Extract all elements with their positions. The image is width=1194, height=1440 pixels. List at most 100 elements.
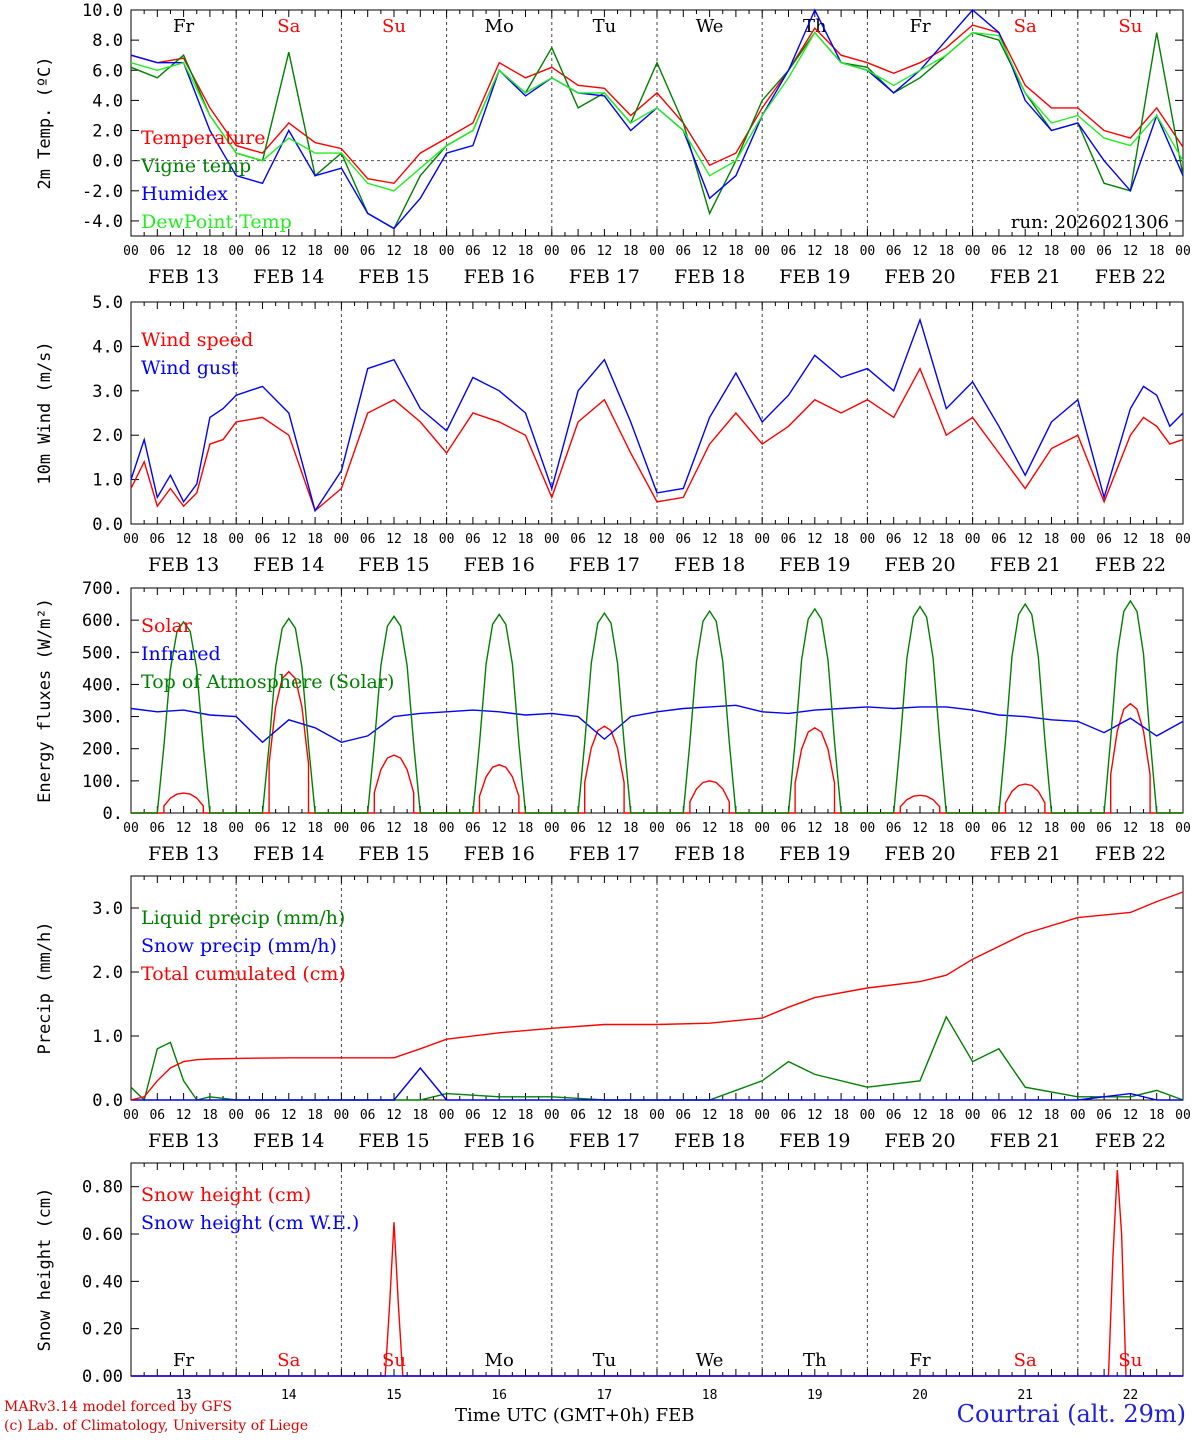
y-axis-label: 10m Wind (m/s)	[35, 341, 55, 484]
hour-tick-label: 06	[255, 532, 271, 547]
hour-tick-label: 18	[307, 821, 323, 836]
date-label: FEB 13	[148, 1130, 219, 1152]
hour-tick-label: 12	[1123, 244, 1139, 259]
date-label: FEB 19	[779, 1130, 850, 1152]
hour-tick-label: 18	[412, 532, 428, 547]
day-name-label: Mo	[485, 1350, 514, 1371]
y-tick-label: 1.0	[92, 1027, 123, 1047]
hour-tick-label: 00	[1070, 532, 1086, 547]
hour-tick-label: 06	[570, 821, 586, 836]
model-label: MARv3.14 model forced by GFS	[4, 1399, 233, 1415]
hour-tick-label: 00	[228, 532, 244, 547]
hour-tick-label: 12	[386, 821, 402, 836]
day-number-label: 14	[281, 1388, 297, 1403]
hour-tick-label: 12	[1123, 532, 1139, 547]
day-name-label: Sa	[277, 16, 300, 37]
date-label: FEB 15	[358, 843, 429, 865]
hour-tick-label: 06	[360, 1108, 376, 1123]
date-label: FEB 16	[464, 1130, 535, 1152]
y-axis-label: 2m Temp. (ºC)	[35, 56, 55, 189]
date-label: FEB 14	[253, 266, 324, 288]
y-tick-label: 300.	[82, 708, 123, 728]
y-tick-label: 700.	[82, 579, 123, 599]
hour-tick-label: 12	[702, 1108, 718, 1123]
run-label: run: 2026021306	[1011, 212, 1169, 233]
hour-tick-label: 18	[307, 532, 323, 547]
date-label: FEB 16	[464, 843, 535, 865]
hour-tick-label: 00	[123, 244, 139, 259]
hour-tick-label: 12	[702, 532, 718, 547]
hour-tick-label: 12	[1017, 244, 1033, 259]
day-name-label: Su	[382, 1350, 406, 1371]
hour-tick-label: 18	[307, 244, 323, 259]
date-label: FEB 22	[1095, 554, 1166, 576]
date-label: FEB 20	[884, 1130, 955, 1152]
hour-tick-label: 06	[886, 1108, 902, 1123]
y-tick-label: 0.20	[82, 1320, 123, 1340]
hour-tick-label: 06	[1096, 821, 1112, 836]
hour-tick-label: 18	[518, 532, 534, 547]
hour-tick-label: 06	[675, 532, 691, 547]
hour-tick-label: 06	[465, 244, 481, 259]
day-number-label: 16	[491, 1388, 507, 1403]
date-label: FEB 20	[884, 843, 955, 865]
y-tick-label: 100.	[82, 772, 123, 792]
hour-tick-label: 12	[281, 821, 297, 836]
hour-tick-label: 18	[938, 244, 954, 259]
hour-tick-label: 06	[149, 532, 165, 547]
hour-tick-label: 12	[807, 532, 823, 547]
y-tick-label: 400.	[82, 675, 123, 695]
hour-tick-label: 06	[1096, 532, 1112, 547]
hour-tick-label: 12	[1017, 821, 1033, 836]
legend-entry: Snow height (cm W.E.)	[141, 1212, 359, 1234]
date-label: FEB 13	[148, 266, 219, 288]
hour-tick-label: 00	[439, 244, 455, 259]
hour-tick-label: 12	[912, 532, 928, 547]
hour-tick-label: 00	[965, 1108, 981, 1123]
series-line-dewpoint-temp	[130, 31, 1184, 192]
hour-tick-label: 18	[728, 244, 744, 259]
hour-tick-label: 06	[991, 1108, 1007, 1123]
hour-tick-label: 12	[491, 244, 507, 259]
y-tick-label: 0.60	[82, 1225, 123, 1245]
hour-tick-label: 12	[281, 532, 297, 547]
hour-tick-label: 18	[412, 244, 428, 259]
day-name-label: Su	[1118, 16, 1142, 37]
hour-tick-label: 06	[360, 532, 376, 547]
y-axis-label: Precip (mm/h)	[35, 921, 55, 1054]
hour-tick-label: 06	[255, 1108, 271, 1123]
day-name-label: Tu	[593, 16, 617, 37]
legend-entry: Top of Atmosphere (Solar)	[141, 671, 394, 693]
day-number-label: 19	[807, 1388, 823, 1403]
date-label: FEB 21	[990, 1130, 1061, 1152]
hour-tick-label: 12	[491, 821, 507, 836]
hour-tick-label: 18	[202, 244, 218, 259]
hour-tick-label: 06	[570, 1108, 586, 1123]
date-label: FEB 18	[674, 266, 745, 288]
hour-tick-label: 18	[623, 244, 639, 259]
hour-tick-label: 00	[1175, 1108, 1191, 1123]
hour-tick-label: 00	[649, 532, 665, 547]
y-tick-label: 0.00	[82, 1367, 123, 1387]
y-tick-label: 4.0	[92, 337, 123, 357]
hour-tick-label: 00	[334, 1108, 350, 1123]
hour-tick-label: 12	[176, 244, 192, 259]
hour-tick-label: 00	[439, 1108, 455, 1123]
hour-tick-label: 00	[334, 532, 350, 547]
hour-tick-label: 00	[1070, 821, 1086, 836]
hour-tick-label: 00	[965, 532, 981, 547]
date-label: FEB 18	[674, 1130, 745, 1152]
legend-entry: Infrared	[141, 643, 221, 665]
hour-tick-label: 12	[1017, 1108, 1033, 1123]
day-name-label: Sa	[277, 1350, 300, 1371]
y-tick-label: 0.0	[92, 515, 123, 535]
day-name-label: Sa	[1014, 1350, 1037, 1371]
panel-temp: -4.0 -2.0 0.0 2.0 4.0 6.0 8.0 10.0 2m Temp. (ºC)…	[35, 1, 1191, 288]
y-tick-label: 4.0	[92, 91, 123, 111]
hour-tick-label: 06	[991, 532, 1007, 547]
date-label: FEB 14	[253, 843, 324, 865]
hour-tick-label: 00	[439, 532, 455, 547]
legend-entry: Wind speed	[141, 329, 253, 351]
legend-entry: Liquid precip (mm/h)	[141, 907, 345, 929]
date-label: FEB 20	[884, 266, 955, 288]
